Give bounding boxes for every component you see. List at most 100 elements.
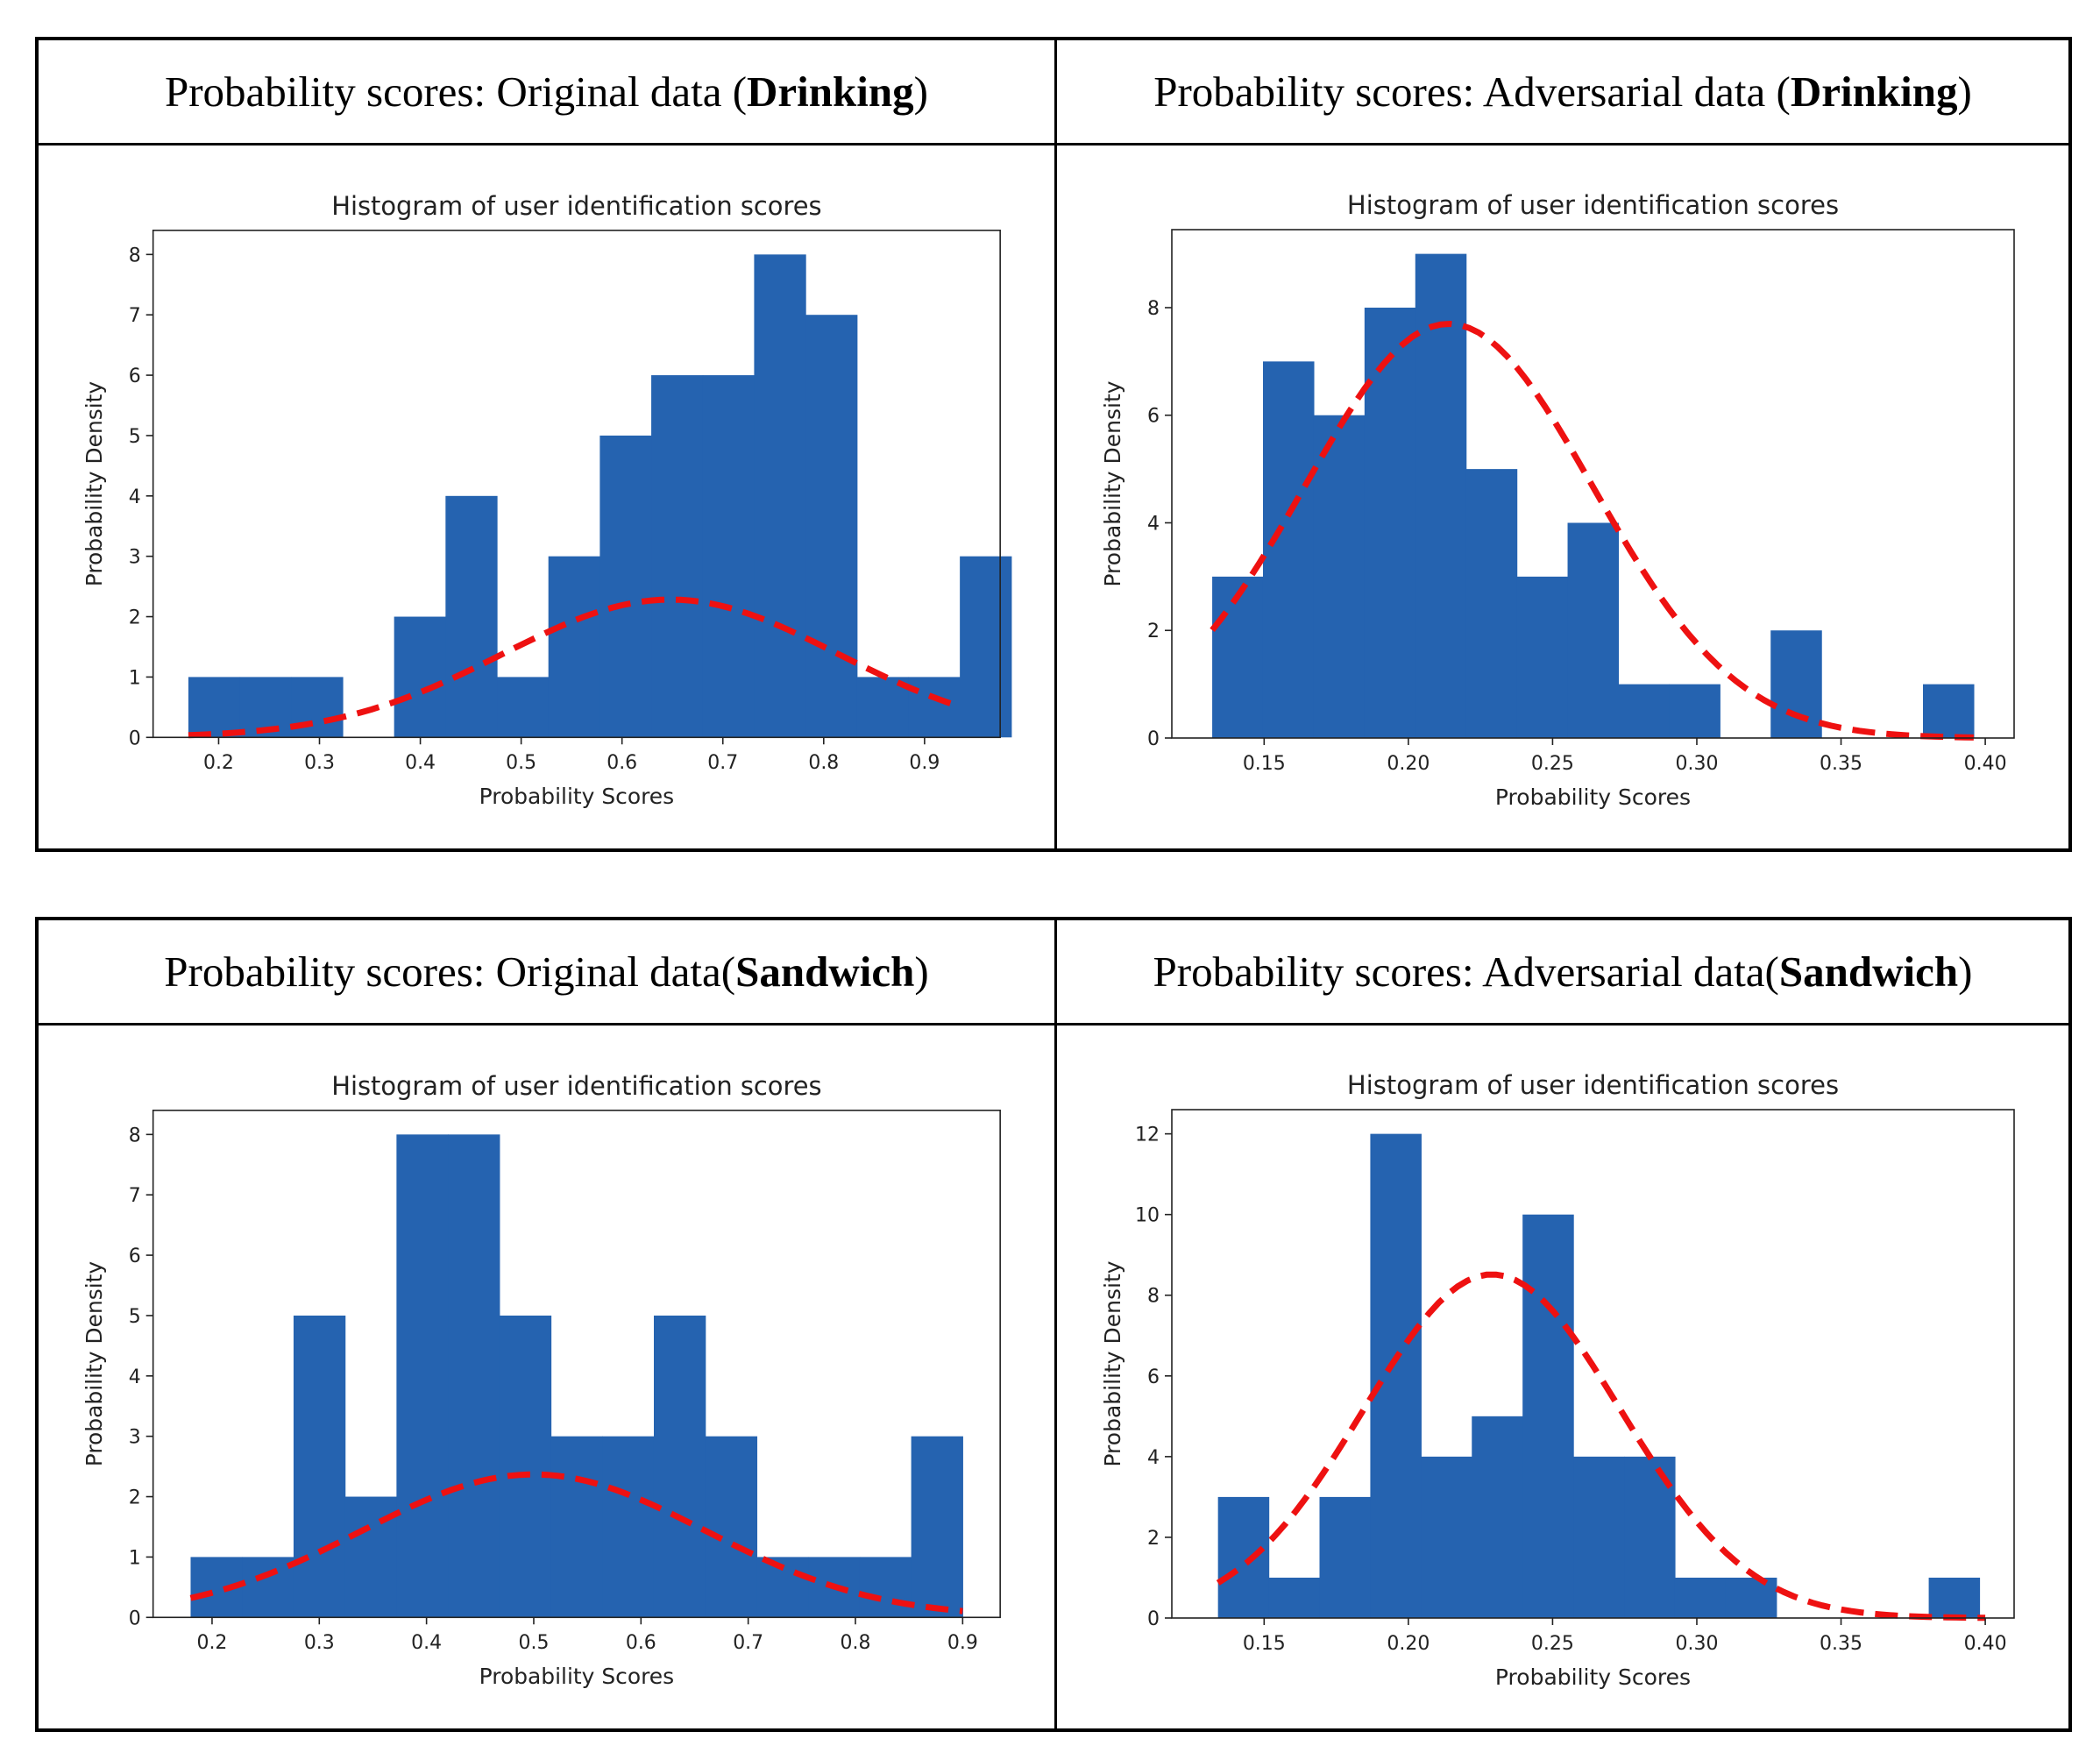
fitted-density-curve xyxy=(189,1471,963,1615)
x-tick-label: 0.4 xyxy=(411,1632,442,1654)
panel-heading-adversarial-sandwich: Probability scores: Adversarial data(San… xyxy=(1057,920,2068,1025)
x-tick-label: 0.4 xyxy=(405,752,436,774)
x-tick-label: 0.2 xyxy=(197,1632,228,1654)
y-tick-label: 2 xyxy=(1147,1528,1160,1550)
x-tick-label: 0.7 xyxy=(707,752,738,774)
histogram-bar xyxy=(548,556,600,738)
chart-cell-adversarial-sandwich: 0.15 0.20 0.25 0.30 0.35 0.40 0 2 4 6 8 10 12 Histogr… xyxy=(1057,1025,2068,1728)
x-tick-label: 0.15 xyxy=(1243,1633,1286,1655)
y-tick-label: 7 xyxy=(129,1185,141,1207)
x-tick-label: 0.8 xyxy=(808,752,839,774)
histogram-bar xyxy=(1674,1577,1727,1618)
panel-heading-adversarial-drinking: Probability scores: Adversarial data (Dr… xyxy=(1057,40,2068,145)
histogram-bar xyxy=(445,495,498,738)
y-tick-label: 8 xyxy=(1147,1286,1160,1308)
x-tick-label: 0.30 xyxy=(1675,1633,1718,1655)
x-tick-label: 0.25 xyxy=(1531,753,1574,775)
x-tick-label: 0.35 xyxy=(1820,1633,1862,1655)
y-tick-label: 5 xyxy=(129,426,141,448)
histogram-original-sandwich: 0.2 0.3 0.4 0.5 0.6 0.7 0.8 0.9 0 1 2 3 4 5 6 7 8 Histogr… xyxy=(82,1071,1001,1689)
x-tick-label: 0.5 xyxy=(519,1632,550,1654)
y-tick-label: 3 xyxy=(129,547,141,569)
y-tick-label: 4 xyxy=(129,1366,141,1388)
histogram-bar xyxy=(754,254,806,738)
histogram-bar xyxy=(1313,415,1366,738)
histogram-original-drinking: 0.2 0.3 0.4 0.5 0.6 0.7 0.8 0.9 0 1 2 3 4 5 6 7 8 Histogr… xyxy=(82,191,1012,809)
y-axis-label: Probability Density xyxy=(82,1261,107,1466)
histogram-bar xyxy=(1669,684,1720,738)
histogram-bar xyxy=(293,1315,346,1618)
x-tick-label: 0.25 xyxy=(1531,1633,1574,1655)
y-tick-label: 3 xyxy=(129,1427,141,1449)
histogram-bar xyxy=(497,677,550,738)
x-tick-label: 0.30 xyxy=(1675,753,1718,775)
histogram-bar xyxy=(1923,684,1975,738)
histogram-bar xyxy=(1522,1214,1574,1618)
y-tick-label: 6 xyxy=(129,365,141,387)
histogram-bar xyxy=(1364,307,1416,738)
histogram-bar xyxy=(702,375,756,738)
histogram-bar xyxy=(651,375,704,738)
y-axis-label: Probability Density xyxy=(1100,1260,1125,1466)
histogram-bar xyxy=(1217,1496,1270,1618)
histogram-bar xyxy=(1262,361,1315,738)
histogram-bar xyxy=(856,677,910,738)
y-tick-label: 4 xyxy=(129,486,141,508)
x-tick-label: 0.40 xyxy=(1964,1633,2007,1655)
x-tick-label: 0.9 xyxy=(947,1632,978,1654)
y-tick-label: 8 xyxy=(129,245,141,266)
y-tick-label: 0 xyxy=(1147,1608,1160,1630)
histogram-bar xyxy=(1770,630,1822,738)
y-tick-label: 7 xyxy=(129,305,141,327)
y-tick-label: 2 xyxy=(129,1487,141,1509)
histogram-bar xyxy=(396,1134,449,1618)
y-tick-label: 6 xyxy=(1147,1366,1160,1388)
x-axis-label: Probability Scores xyxy=(1495,784,1691,810)
histogram-bar xyxy=(1567,522,1620,738)
y-tick-label: 0 xyxy=(129,727,141,749)
chart-cell-adversarial-drinking: 0.15 0.20 0.25 0.30 0.35 0.40 0 2 4 6 8 Histogram o… xyxy=(1057,145,2068,848)
y-tick-label: 2 xyxy=(129,607,141,629)
y-tick-label: 5 xyxy=(129,1306,141,1328)
plot-frame xyxy=(152,229,1001,739)
histogram-bar xyxy=(705,1436,758,1618)
x-tick-label: 0.35 xyxy=(1820,753,1862,775)
y-tick-label: 4 xyxy=(1147,513,1160,535)
histogram-bar xyxy=(859,1557,912,1618)
histogram-bar xyxy=(448,1134,500,1618)
y-axis-label: Probability Density xyxy=(82,381,107,586)
chart-cell-original-sandwich: 0.2 0.3 0.4 0.5 0.6 0.7 0.8 0.9 0 1 2 3 4 5 6 7 8 Histogr… xyxy=(39,1025,1057,1728)
x-tick-label: 0.2 xyxy=(203,752,234,774)
histogram-bar xyxy=(1725,1577,1777,1618)
x-tick-label: 0.9 xyxy=(909,752,940,774)
x-tick-label: 0.15 xyxy=(1243,753,1286,775)
histogram-bar xyxy=(1268,1577,1321,1618)
histogram-bar xyxy=(599,435,652,738)
panel-heading-original-sandwich: Probability scores: Original data(Sandwi… xyxy=(39,920,1057,1025)
histogram-bar xyxy=(1415,253,1467,739)
histogram-bar xyxy=(960,556,1012,738)
chart-title: Histogram of user identification scores xyxy=(1347,1070,1839,1100)
x-tick-label: 0.20 xyxy=(1387,753,1430,775)
x-tick-label: 0.6 xyxy=(626,1632,656,1654)
plot-frame xyxy=(1171,229,2015,739)
histogram-bar xyxy=(1370,1133,1422,1618)
histogram-adversarial-drinking: 0.15 0.20 0.25 0.30 0.35 0.40 0 2 4 6 8 Histogram o… xyxy=(1100,190,2015,810)
x-tick-label: 0.20 xyxy=(1387,1633,1430,1655)
chart-cell-original-drinking: 0.2 0.3 0.4 0.5 0.6 0.7 0.8 0.9 0 1 2 3 4 5 6 7 8 Histogr… xyxy=(39,145,1057,848)
x-tick-label: 0.3 xyxy=(304,1632,335,1654)
y-tick-label: 2 xyxy=(1147,621,1160,642)
x-tick-label: 0.3 xyxy=(304,752,335,774)
fitted-density-curve xyxy=(1210,320,1974,741)
chart-title: Histogram of user identification scores xyxy=(331,191,821,221)
y-tick-label: 6 xyxy=(1147,406,1160,428)
x-axis-label: Probability Scores xyxy=(479,1664,674,1689)
x-axis-label: Probability Scores xyxy=(479,784,674,809)
y-tick-label: 1 xyxy=(129,1547,141,1569)
x-tick-label: 0.7 xyxy=(733,1632,763,1654)
y-axis-label: Probability Density xyxy=(1100,380,1125,586)
y-tick-label: 0 xyxy=(1147,728,1160,750)
y-tick-label: 8 xyxy=(129,1125,141,1146)
x-axis-label: Probability Scores xyxy=(1495,1664,1691,1690)
x-tick-label: 0.40 xyxy=(1964,753,2007,775)
